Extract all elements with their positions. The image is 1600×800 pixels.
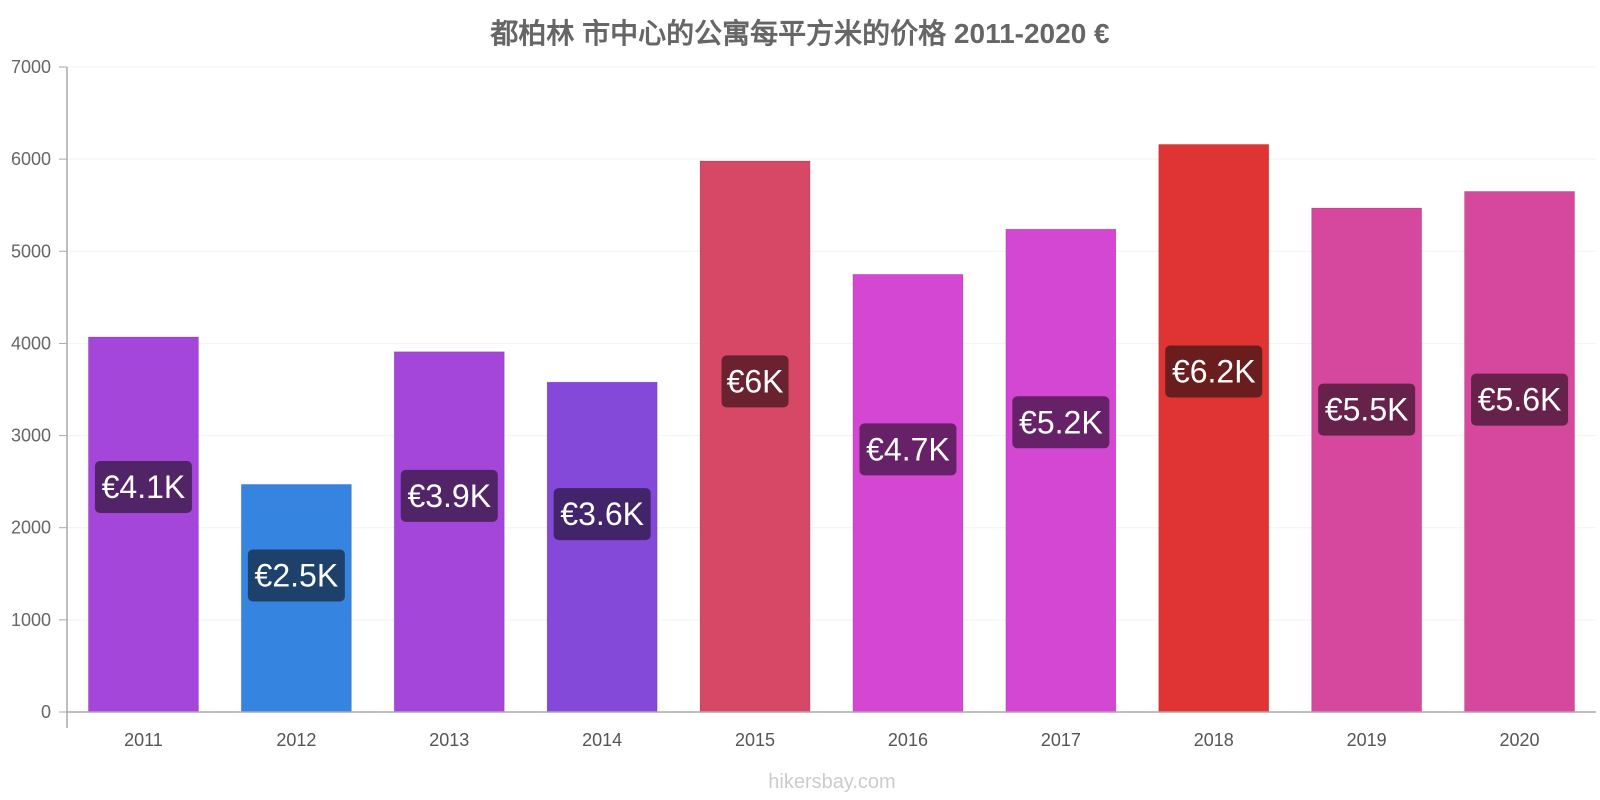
y-tick-label: 0 bbox=[41, 702, 51, 722]
x-tick-label: 2017 bbox=[1041, 730, 1081, 750]
bar-2018 bbox=[1158, 143, 1270, 713]
x-tick-label: 2014 bbox=[582, 730, 622, 750]
x-tick-label: 2011 bbox=[124, 730, 163, 750]
y-tick-label: 6000 bbox=[11, 149, 51, 169]
y-tick-label: 7000 bbox=[11, 57, 51, 77]
bar-2014 bbox=[546, 381, 658, 713]
chart-title: 都柏林 市中心的公寓每平方米的价格 2011-2020 € bbox=[489, 17, 1110, 49]
y-tick-label: 3000 bbox=[11, 426, 51, 446]
data-label-box bbox=[247, 549, 345, 602]
data-label: €4.7K bbox=[866, 431, 950, 467]
data-label-box bbox=[94, 460, 192, 513]
data-label-box bbox=[859, 423, 957, 476]
data-label-box bbox=[1012, 396, 1110, 449]
x-tick-label: 2013 bbox=[429, 730, 469, 750]
data-label: €6.2K bbox=[1172, 353, 1256, 389]
data-label: €5.6K bbox=[1478, 382, 1562, 418]
bars bbox=[87, 143, 1576, 713]
x-tick-label: 2020 bbox=[1500, 730, 1540, 750]
data-label-box bbox=[1471, 373, 1569, 426]
data-labels: €4.1K €2.5K €3.9K €3.6K €6K €4.7K €5.2K €6.2K €5… bbox=[94, 345, 1569, 602]
y-tick-label: 4000 bbox=[11, 333, 51, 353]
x-tick-label: 2015 bbox=[735, 730, 775, 750]
x-tick-label: 2012 bbox=[276, 730, 316, 750]
data-label: €6K bbox=[727, 363, 784, 399]
data-label: €4.1K bbox=[102, 469, 186, 505]
bar-2020 bbox=[1464, 190, 1576, 713]
bar-2015 bbox=[699, 160, 811, 713]
x-tick-label: 2018 bbox=[1194, 730, 1234, 750]
bar-2019 bbox=[1311, 207, 1423, 713]
x-tick-label: 2019 bbox=[1347, 730, 1387, 750]
data-label: €3.6K bbox=[560, 496, 644, 532]
x-tick-label: 2016 bbox=[888, 730, 928, 750]
bar-2011 bbox=[87, 336, 199, 713]
data-label: €5.5K bbox=[1325, 392, 1409, 428]
data-label: €3.9K bbox=[407, 478, 491, 514]
data-label: €5.2K bbox=[1019, 404, 1103, 440]
data-label-box bbox=[1318, 383, 1416, 436]
data-label-box bbox=[1165, 345, 1263, 398]
bar-2013 bbox=[393, 351, 505, 713]
bar-2017 bbox=[1005, 228, 1117, 713]
watermark: hikersbay.com bbox=[768, 771, 895, 793]
bar-2016 bbox=[852, 273, 964, 713]
data-label-box bbox=[553, 488, 651, 541]
y-tick-label: 5000 bbox=[11, 241, 51, 261]
data-label-box bbox=[721, 355, 789, 408]
x-tick-labels: 2011 2012 2013 2014 2015 2016 2017 2018 2019 2020 bbox=[124, 730, 1539, 750]
data-label: €2.5K bbox=[255, 557, 339, 593]
y-tick-labels: 0 1000 2000 3000 4000 5000 6000 7000 bbox=[11, 57, 51, 722]
axes bbox=[66, 67, 1596, 728]
data-label-box bbox=[400, 469, 498, 522]
y-tick-label: 2000 bbox=[11, 518, 51, 538]
y-tick-label: 1000 bbox=[11, 610, 51, 630]
